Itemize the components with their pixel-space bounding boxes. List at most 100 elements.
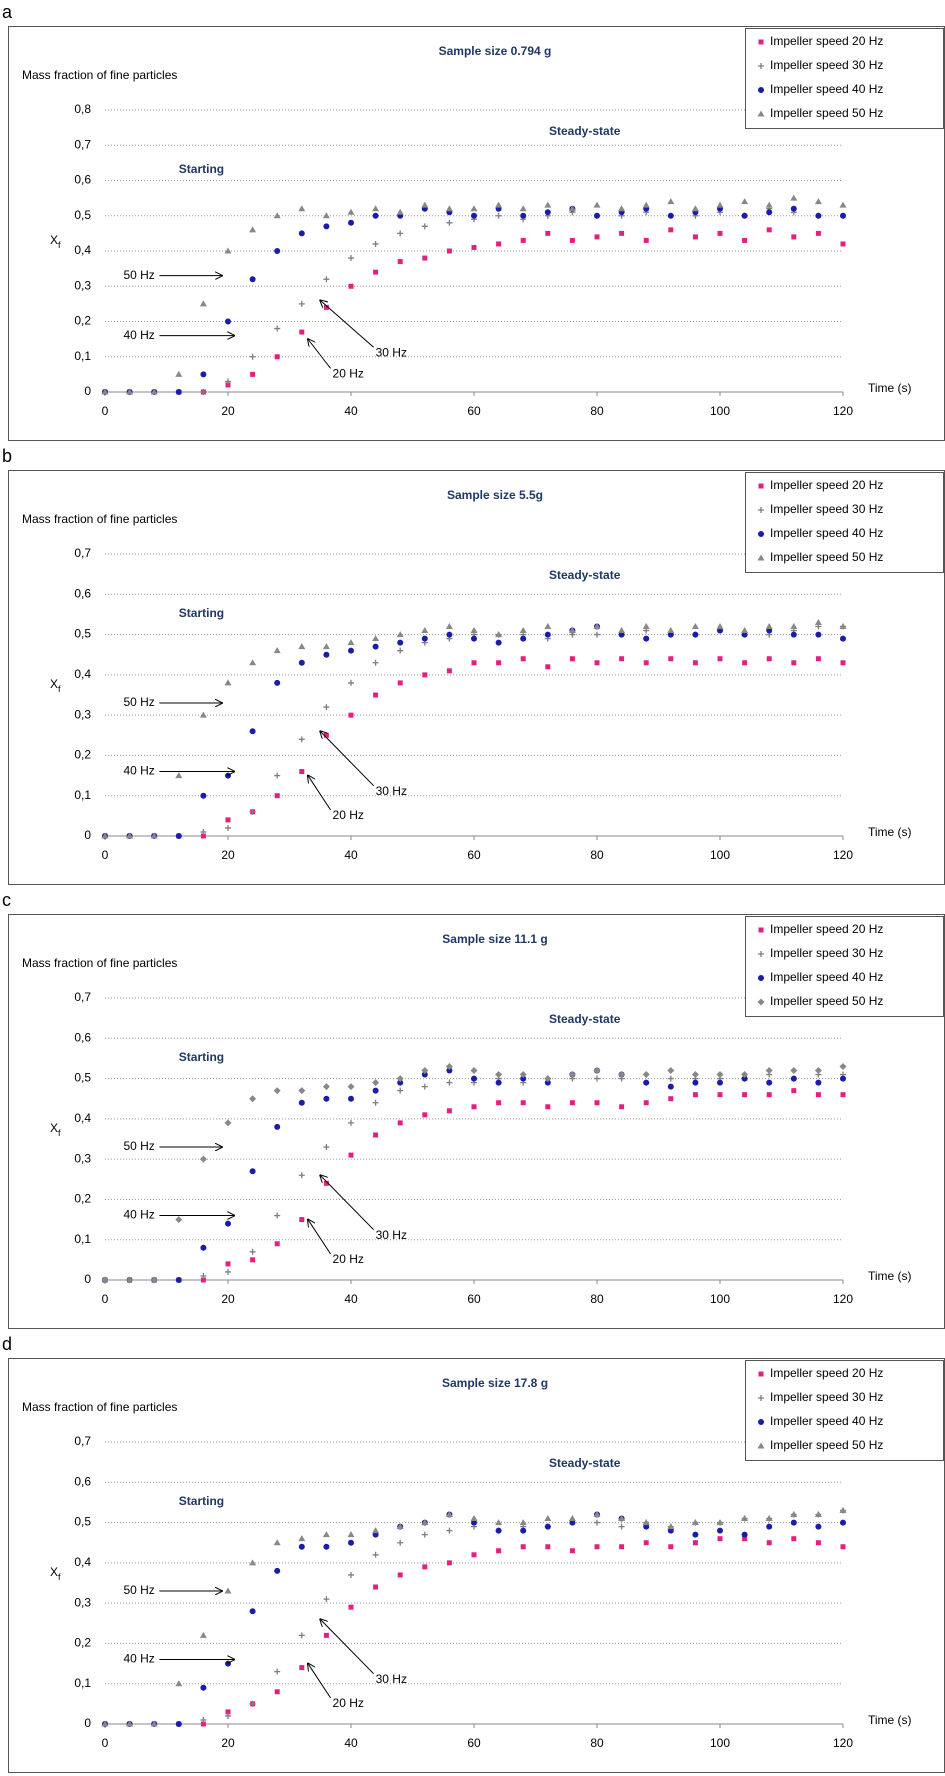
annotation-arrow [308, 776, 331, 811]
point [815, 230, 821, 236]
point [274, 793, 280, 799]
point [373, 1132, 379, 1138]
panel: a Sample size 0.794 g Mass fraction of fin… [2, 2, 945, 441]
point [348, 1604, 354, 1610]
point [692, 631, 699, 638]
x-tick-label: 120 [833, 848, 853, 862]
y-symbol-sub: f [58, 240, 61, 250]
point [250, 1257, 256, 1263]
point [544, 623, 552, 630]
point [471, 1075, 477, 1082]
point [421, 1519, 429, 1526]
legend-swatch [758, 531, 764, 537]
legend-swatch [758, 483, 764, 489]
legend-swatch [758, 87, 764, 93]
point [397, 1087, 404, 1094]
point [568, 627, 576, 634]
point [347, 208, 355, 215]
x-tick-label: 60 [467, 848, 481, 862]
point [150, 832, 158, 839]
point [200, 1244, 207, 1251]
point [569, 237, 575, 243]
point [594, 212, 600, 219]
point [544, 631, 551, 638]
point [421, 1071, 428, 1078]
point [667, 212, 674, 219]
legend-box [745, 472, 944, 573]
point [544, 1515, 552, 1522]
legend-label: Impeller speed 50 Hz [770, 1438, 883, 1452]
annotation: 30 Hz [376, 345, 407, 359]
y-tick-label: 0,5 [74, 208, 91, 222]
point [274, 679, 281, 686]
point [397, 647, 404, 654]
y-tick-label: 0,6 [74, 586, 91, 600]
point [274, 772, 281, 779]
point [717, 1079, 723, 1086]
point [791, 1536, 797, 1542]
point [667, 1067, 675, 1075]
point [643, 660, 649, 666]
annotation: 40 Hz [123, 1652, 154, 1666]
point [643, 1079, 650, 1086]
point [643, 1523, 650, 1530]
point [372, 212, 379, 219]
point [150, 1720, 158, 1727]
point [199, 300, 207, 307]
point [445, 1062, 453, 1070]
point [298, 1632, 305, 1639]
y-tick-label: 0,7 [74, 137, 91, 151]
legend-label: Impeller speed 50 Hz [770, 994, 883, 1008]
point [519, 1519, 527, 1526]
point [348, 1095, 354, 1102]
x-tick-label: 20 [221, 404, 235, 418]
annotation: 30 Hz [376, 784, 407, 798]
legend-swatch [758, 63, 764, 69]
point [569, 1548, 575, 1554]
point [790, 1519, 797, 1526]
y-tick-label: 0,5 [74, 1071, 91, 1085]
point [741, 631, 748, 638]
point [373, 269, 379, 275]
point [839, 623, 847, 630]
point [101, 1720, 109, 1727]
y-symbol-sub: f [58, 1128, 61, 1138]
point [421, 635, 428, 642]
point [544, 1075, 552, 1083]
point [323, 1543, 330, 1550]
legend-label: Impeller speed 40 Hz [770, 970, 883, 984]
point [274, 1567, 281, 1574]
point [742, 1536, 748, 1542]
point [642, 201, 650, 208]
point [692, 234, 698, 240]
legend-label: Impeller speed 50 Hz [770, 550, 883, 564]
point [175, 833, 182, 839]
x-tick-label: 0 [102, 848, 109, 862]
y-axis-symbol: Xf [50, 233, 61, 250]
y-tick-label: 0,7 [74, 990, 91, 1004]
point [273, 1539, 281, 1546]
point [445, 623, 453, 630]
point [446, 1108, 452, 1114]
y-symbol-sub: f [58, 1572, 61, 1582]
x-tick-label: 60 [467, 1292, 481, 1306]
annotation-arrow [308, 1664, 331, 1699]
x-tick-label: 40 [344, 1736, 358, 1750]
point [150, 388, 158, 395]
point [421, 1067, 429, 1075]
point [568, 205, 576, 212]
point [422, 1564, 428, 1570]
point [446, 1560, 452, 1566]
point [668, 227, 674, 233]
point [273, 1087, 281, 1095]
legend-swatch [758, 951, 764, 957]
y-tick-label: 0,4 [74, 243, 91, 257]
x-tick-label: 80 [590, 1736, 604, 1750]
annotation: 20 Hz [333, 1252, 364, 1266]
point [200, 828, 207, 835]
x-tick-label: 100 [710, 404, 730, 418]
point [668, 1544, 674, 1550]
point [101, 832, 109, 839]
point [471, 1552, 477, 1558]
legend-label: Impeller speed 40 Hz [770, 1414, 883, 1428]
